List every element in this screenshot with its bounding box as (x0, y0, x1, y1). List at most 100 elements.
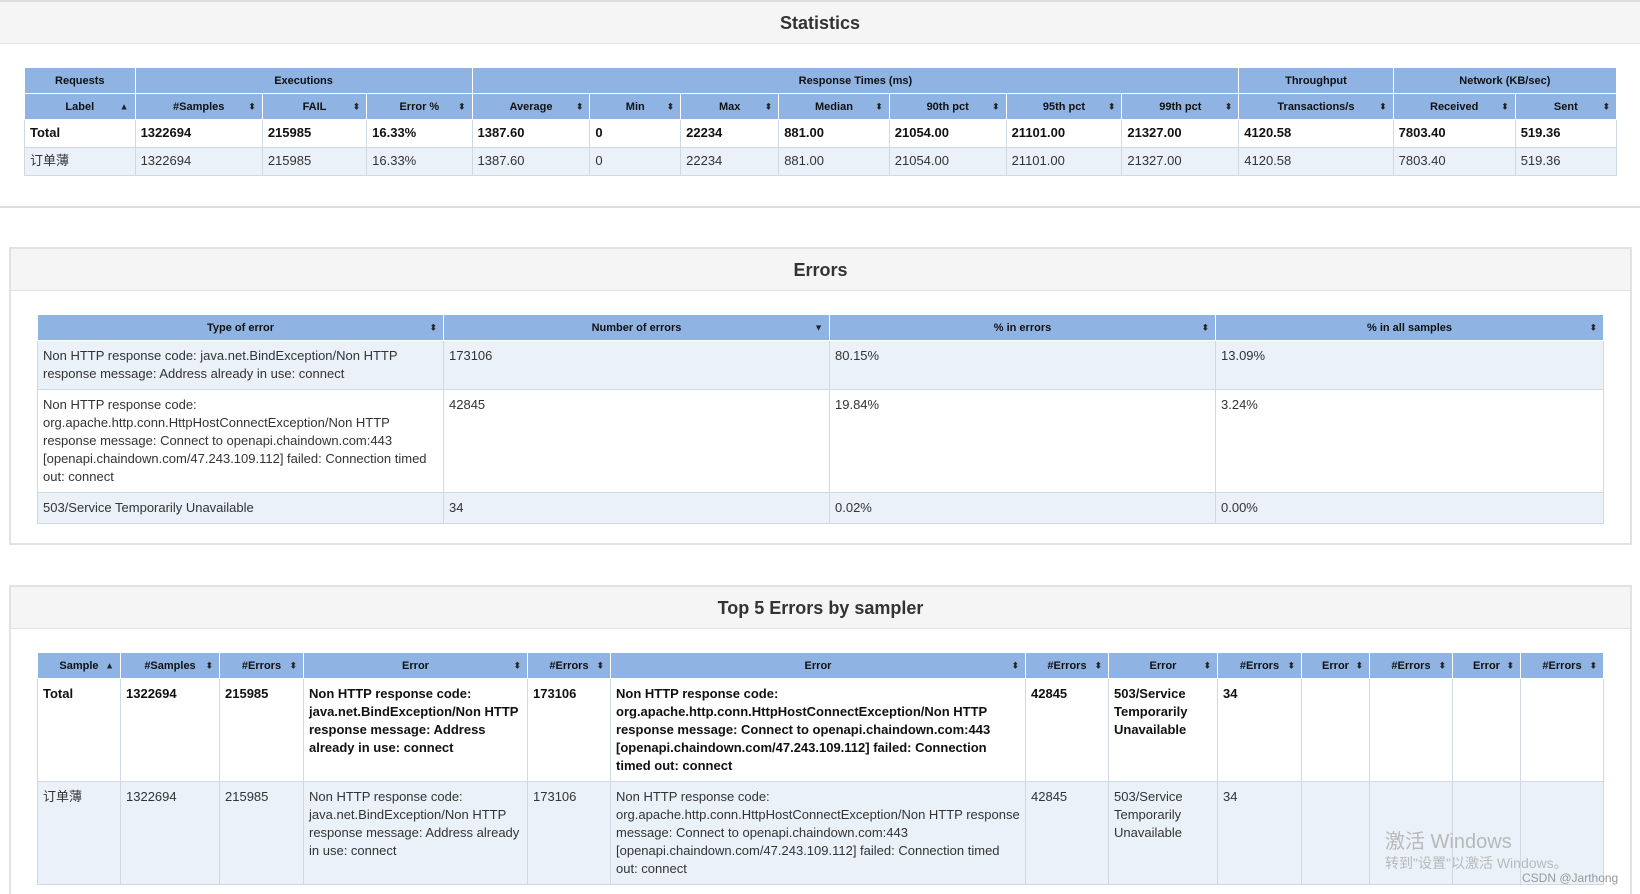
sort-both-icon: ⬍ (457, 101, 466, 111)
column-header-errors[interactable]: #Errors ⬍ (1025, 652, 1109, 679)
sort-both-icon: ⬍ (764, 101, 773, 111)
column-header-90th-pct[interactable]: 90th pct ⬍ (888, 93, 1007, 120)
sort-both-icon: ⬍ (1107, 101, 1116, 111)
table-cell: 16.33% (366, 119, 473, 148)
watermark-title: 激活 Windows (1385, 831, 1512, 853)
column-header-error[interactable]: Error ⬍ (610, 652, 1026, 679)
table-cell: 21054.00 (888, 119, 1007, 148)
sort-both-icon: ⬍ (289, 660, 297, 670)
column-header-error[interactable]: Error ⬍ (1301, 652, 1370, 679)
column-header-errors[interactable]: #Errors ⬍ (1369, 652, 1453, 679)
column-header-errors[interactable]: #Errors ⬍ (219, 652, 304, 679)
table-cell: 订单薄 (37, 781, 121, 885)
table-cell: Non HTTP response code: java.net.BindExc… (37, 340, 444, 390)
table-cell: 21054.00 (888, 147, 1007, 176)
sort-both-icon: ⬍ (429, 322, 437, 332)
column-header-errors[interactable]: #Errors ⬍ (1217, 652, 1302, 679)
table-cell: 34 (1217, 781, 1302, 885)
sort-both-icon: ⬍ (1224, 101, 1233, 111)
column-header-sent[interactable]: Sent ⬍ (1514, 93, 1618, 120)
table-cell: 173106 (527, 781, 611, 885)
column-header-error-pct[interactable]: Error % ⬍ (366, 93, 473, 120)
column-header-99th-pct[interactable]: 99th pct ⬍ (1121, 93, 1240, 120)
watermark-subtitle: 转到"设置"以激活 Windows。 (1385, 855, 1568, 871)
table-cell: 0.02% (829, 492, 1216, 524)
column-header-number-of-errors[interactable]: Number of errors ▼ (443, 314, 830, 341)
group-header-response-times: Response Times (ms) (471, 67, 1240, 94)
column-header-max[interactable]: Max ⬍ (680, 93, 780, 120)
sort-both-icon: ⬍ (513, 660, 521, 670)
table-cell: 0.00% (1215, 492, 1604, 524)
column-header-95th-pct[interactable]: 95th pct ⬍ (1005, 93, 1123, 120)
sort-ascending-icon: ▲ (119, 101, 129, 111)
sort-both-icon: ⬍ (205, 660, 213, 670)
table-cell: 1322694 (120, 678, 220, 782)
column-header-median[interactable]: Median ⬍ (778, 93, 890, 120)
table-cell: 1322694 (134, 147, 263, 176)
table-cell: 0 (589, 119, 682, 148)
column-header-label[interactable]: Label ▲ (24, 93, 136, 120)
group-header-throughput: Throughput (1238, 67, 1394, 94)
errors-title: Errors (11, 249, 1630, 291)
column-header-error[interactable]: Error ⬍ (303, 652, 528, 679)
table-cell: Total (37, 678, 121, 782)
top5-errors-table: Sample ▲ #Samples ⬍ #Errors ⬍ Error ⬍ #Error… (37, 652, 1604, 885)
table-cell: 订单薄 (24, 147, 136, 176)
table-cell: 7803.40 (1392, 119, 1516, 148)
sort-both-icon: ⬍ (992, 101, 1000, 111)
sort-both-icon: ⬍ (1438, 660, 1446, 670)
table-cell: 7803.40 (1392, 147, 1516, 176)
sort-both-icon: ⬍ (1011, 660, 1019, 670)
column-header-errors[interactable]: #Errors ⬍ (1520, 652, 1604, 679)
table-cell: 1322694 (134, 119, 263, 148)
table-cell: 215985 (219, 678, 304, 782)
column-header-error[interactable]: Error ⬍ (1452, 652, 1521, 679)
table-cell: 173106 (443, 340, 830, 390)
column-header-received[interactable]: Received ⬍ (1392, 93, 1516, 120)
column-header-samples[interactable]: #Samples ⬍ (120, 652, 220, 679)
group-header-requests: Requests (24, 67, 136, 94)
table-cell: 503/Service Temporarily Unavailable (1108, 781, 1218, 885)
column-header-pct-in-errors[interactable]: % in errors ⬍ (829, 314, 1216, 341)
column-header-samples[interactable]: #Samples ⬍ (134, 93, 263, 120)
table-cell: 3.24% (1215, 389, 1604, 493)
table-cell: Non HTTP response code: java.net.BindExc… (303, 781, 528, 885)
column-header-average[interactable]: Average ⬍ (471, 93, 591, 120)
column-header-transactions[interactable]: Transactions/s ⬍ (1238, 93, 1394, 120)
table-row: 订单薄 1322694 215985 Non HTTP response cod… (37, 781, 1604, 885)
sort-both-icon: ⬍ (1094, 660, 1102, 670)
sort-both-icon: ⬍ (248, 101, 256, 111)
column-header-errors[interactable]: #Errors ⬍ (527, 652, 611, 679)
table-cell: 215985 (261, 147, 368, 176)
column-header-min[interactable]: Min ⬍ (589, 93, 682, 120)
table-cell: 4120.58 (1238, 147, 1394, 176)
column-header-sample[interactable]: Sample ▲ (37, 652, 121, 679)
column-header-pct-in-all-samples[interactable]: % in all samples ⬍ (1215, 314, 1604, 341)
table-row-total: Total 1322694 215985 Non HTTP response c… (37, 678, 1604, 782)
table-cell: Non HTTP response code: org.apache.http.… (610, 781, 1026, 885)
statistics-table: Requests Executions Response Times (ms) … (24, 67, 1618, 176)
table-cell: 21101.00 (1005, 119, 1123, 148)
table-cell: 519.36 (1514, 119, 1618, 148)
table-cell: 215985 (219, 781, 304, 885)
table-cell: 1387.60 (471, 147, 591, 176)
table-row: 订单薄 1322694 215985 16.33% 1387.60 0 2223… (24, 147, 1618, 176)
sort-both-icon: ⬍ (1602, 101, 1610, 111)
table-cell: 881.00 (778, 119, 890, 148)
table-cell: 215985 (261, 119, 368, 148)
table-cell: Non HTTP response code: java.net.BindExc… (303, 678, 528, 782)
column-header-type-of-error[interactable]: Type of error ⬍ (37, 314, 444, 341)
table-cell: 173106 (527, 678, 611, 782)
column-header-error[interactable]: Error ⬍ (1108, 652, 1218, 679)
table-cell: 1387.60 (471, 119, 591, 148)
table-cell (1520, 781, 1604, 885)
sort-both-icon: ⬍ (1201, 322, 1209, 332)
table-cell: 22234 (680, 119, 780, 148)
column-header-fail[interactable]: FAIL ⬍ (261, 93, 368, 120)
sort-both-icon: ⬍ (1287, 660, 1295, 670)
table-cell: 0 (589, 147, 682, 176)
table-cell (1301, 781, 1370, 885)
group-header-network: Network (KB/sec) (1392, 67, 1618, 94)
table-row: Non HTTP response code: java.net.BindExc… (37, 340, 1604, 390)
sort-both-icon: ⬍ (1501, 101, 1509, 111)
